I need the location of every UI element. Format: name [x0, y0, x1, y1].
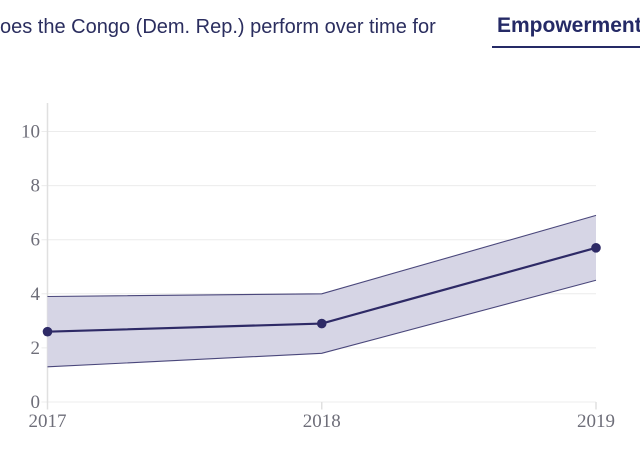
metric-selector[interactable]: Empowerment — [492, 14, 640, 48]
x-axis-tick-label: 2017 — [29, 411, 67, 432]
data-point[interactable] — [316, 318, 327, 329]
y-axis-tick-label: 8 — [31, 176, 41, 197]
chart-title: oes the Congo (Dem. Rep.) perform over t… — [0, 14, 640, 48]
y-axis-tick-label: 6 — [31, 230, 41, 251]
band-lower-edge — [47, 279, 597, 368]
y-axis-tick-label: 2 — [31, 338, 41, 359]
data-point[interactable] — [591, 243, 601, 253]
chart-title-text: oes the Congo (Dem. Rep.) perform over t… — [0, 16, 436, 38]
data-point[interactable] — [42, 326, 53, 337]
y-axis-tick-label: 10 — [21, 122, 40, 143]
x-axis-tick-label: 2018 — [303, 411, 341, 432]
band-upper-edge — [47, 214, 597, 298]
confidence-band — [47, 215, 596, 367]
x-axis-tick-label: 2019 — [577, 411, 615, 432]
y-axis-tick-label: 0 — [31, 392, 41, 413]
y-axis-tick-label: 4 — [31, 284, 41, 305]
